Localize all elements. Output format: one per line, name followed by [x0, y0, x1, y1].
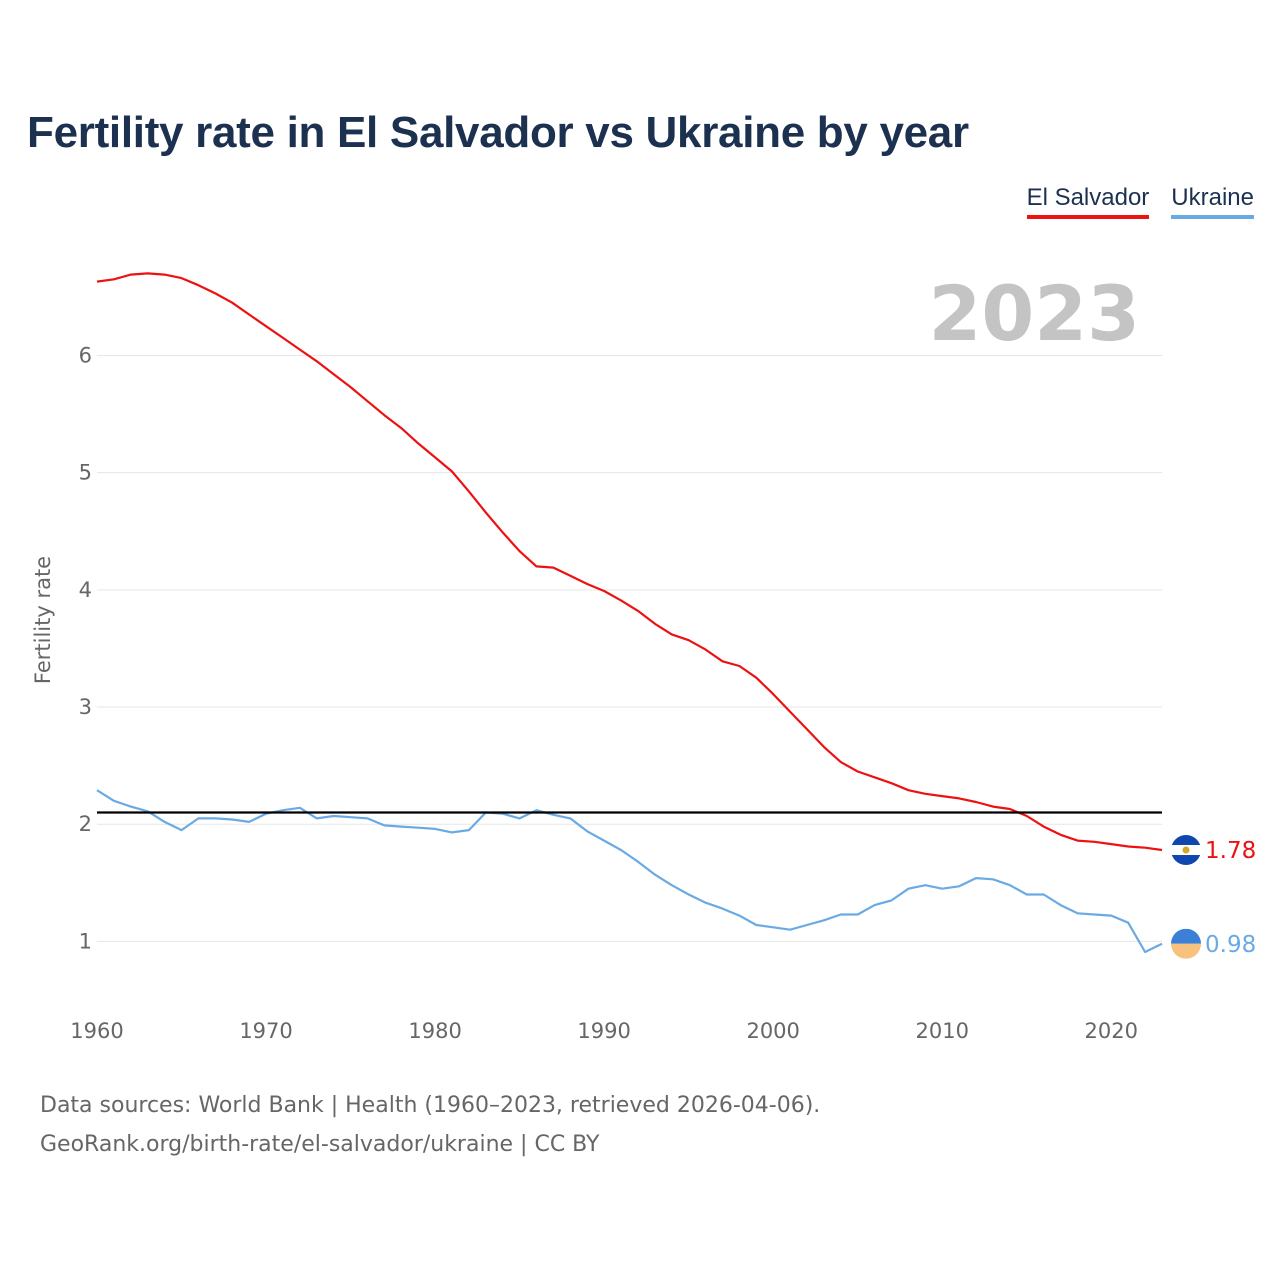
y-tick-3: 3 — [79, 695, 92, 719]
legend-item-el-salvador[interactable]: El Salvador — [1026, 184, 1150, 219]
el-salvador-end-value: 1.78 — [1205, 838, 1256, 864]
series-layer — [96, 272, 1163, 954]
y-tick-2: 2 — [79, 812, 92, 836]
grid-lines — [97, 354, 1162, 942]
x-tick-2020: 2020 — [1085, 1019, 1138, 1043]
legend: El Salvador Ukraine — [1026, 184, 1254, 219]
x-tick-1980: 1980 — [408, 1019, 461, 1043]
x-tick-2010: 2010 — [916, 1019, 969, 1043]
ukraine-end-value: 0.98 — [1205, 932, 1256, 958]
y-tick-1: 1 — [79, 929, 92, 953]
x-axis-ticks: 1960 1970 1980 1990 2000 2010 2020 — [70, 1019, 1138, 1043]
current-year-label: 2023 — [928, 269, 1140, 358]
y-tick-6: 6 — [79, 343, 92, 367]
x-tick-1990: 1990 — [577, 1019, 630, 1043]
y-axis-ticks: 1 2 3 4 5 6 — [79, 343, 92, 953]
legend-item-ukraine[interactable]: Ukraine — [1171, 184, 1254, 219]
end-markers: 1.78 0.98 — [1171, 835, 1256, 959]
series-line-ukraine[interactable] — [96, 789, 1163, 954]
chart-title: Fertility rate in El Salvador vs Ukraine… — [27, 108, 969, 157]
x-tick-2000: 2000 — [746, 1019, 799, 1043]
el-salvador-flag-icon — [1171, 835, 1201, 865]
y-axis-label: Fertility rate — [31, 556, 55, 684]
y-tick-5: 5 — [79, 461, 92, 485]
data-source-note: Data sources: World Bank | Health (1960–… — [40, 1093, 821, 1118]
fertility-line-chart: 1 2 3 4 5 6 1960 1970 1980 1990 2000 2010 2020 2023… — [31, 269, 1256, 1043]
attribution-link[interactable]: GeoRank.org/birth-rate/el-salvador/ukrai… — [40, 1132, 600, 1157]
x-tick-1970: 1970 — [239, 1019, 292, 1043]
x-tick-1960: 1960 — [70, 1019, 123, 1043]
series-line-el-salvador[interactable] — [96, 272, 1163, 852]
ukraine-flag-icon — [1171, 928, 1201, 959]
y-tick-4: 4 — [79, 578, 92, 602]
footer: Data sources: World Bank | Health (1960–… — [40, 1086, 820, 1164]
